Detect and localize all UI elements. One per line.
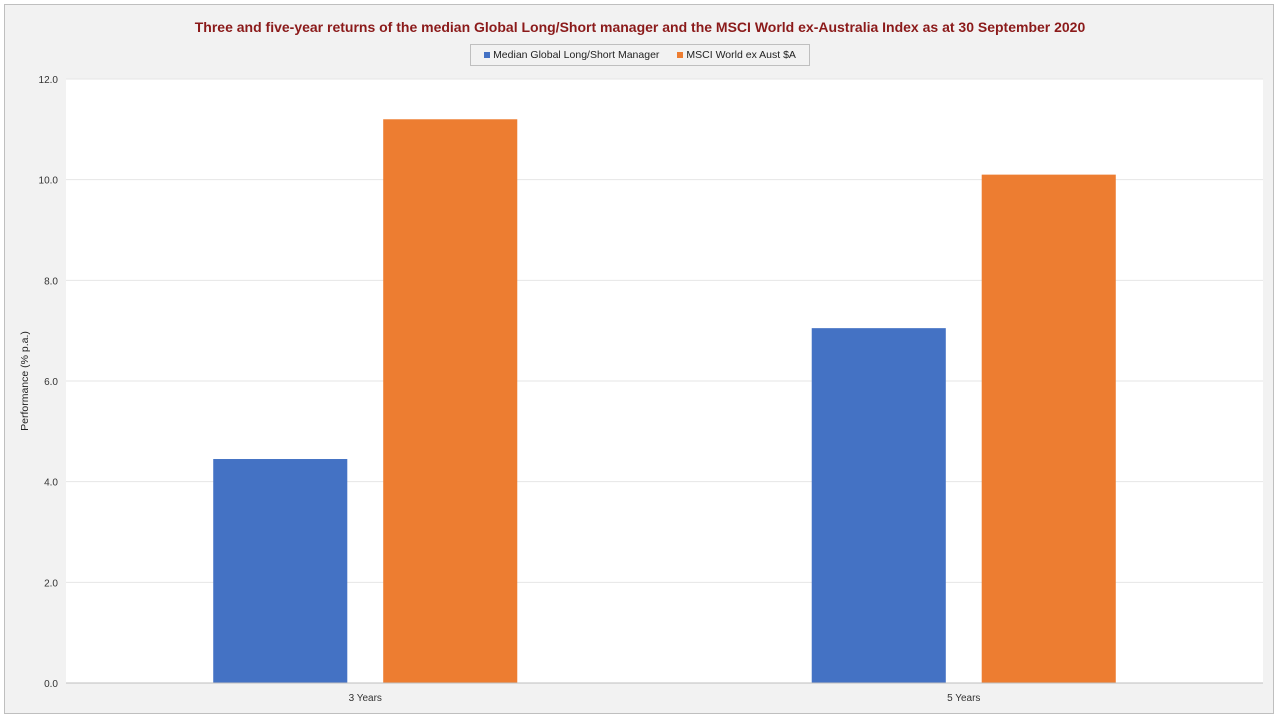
legend-swatch-series-0 bbox=[484, 52, 491, 58]
legend-label-series-0: Median Global Long/Short Manager bbox=[493, 49, 660, 61]
legend-item-series-0: Median Global Long/Short Manager bbox=[484, 49, 659, 61]
y-tick-label-2: 4.0 bbox=[44, 478, 58, 489]
axes: 0.0 2.0 4.0 6.0 8.0 10.0 12.0 3 Years 5 Years Per… bbox=[19, 75, 1263, 704]
y-tick-label-3: 6.0 bbox=[44, 377, 58, 388]
y-tick-label-0: 0.0 bbox=[44, 679, 58, 690]
legend: Median Global Long/Short Manager MSCI Wo… bbox=[470, 44, 810, 66]
y-tick-label-4: 8.0 bbox=[44, 276, 58, 287]
chart-plot: 0.0 2.0 4.0 6.0 8.0 10.0 12.0 3 Years 5 Years Per… bbox=[19, 75, 1263, 704]
x-tick-label-0: 3 Years bbox=[349, 693, 382, 704]
legend-label-series-1: MSCI World ex Aust $A bbox=[686, 49, 796, 61]
y-axis-title: Performance (% p.a.) bbox=[19, 331, 31, 431]
bar-series-0-cat-0 bbox=[213, 459, 348, 683]
y-tick-label-1: 2.0 bbox=[44, 578, 58, 589]
x-tick-label-1: 5 Years bbox=[947, 693, 980, 704]
bar-series-1-cat-0 bbox=[383, 119, 518, 684]
bar-series-0-cat-1 bbox=[811, 328, 946, 683]
y-tick-label-6: 12.0 bbox=[39, 75, 59, 86]
bars bbox=[213, 119, 1116, 684]
chart-frame: Three and five-year returns of the media… bbox=[4, 4, 1274, 714]
bar-series-1-cat-1 bbox=[981, 174, 1116, 683]
chart-title: Three and five-year returns of the media… bbox=[194, 19, 1086, 35]
legend-swatch-series-1 bbox=[677, 52, 684, 58]
y-tick-label-5: 10.0 bbox=[39, 176, 59, 187]
legend-item-series-1: MSCI World ex Aust $A bbox=[677, 49, 796, 61]
